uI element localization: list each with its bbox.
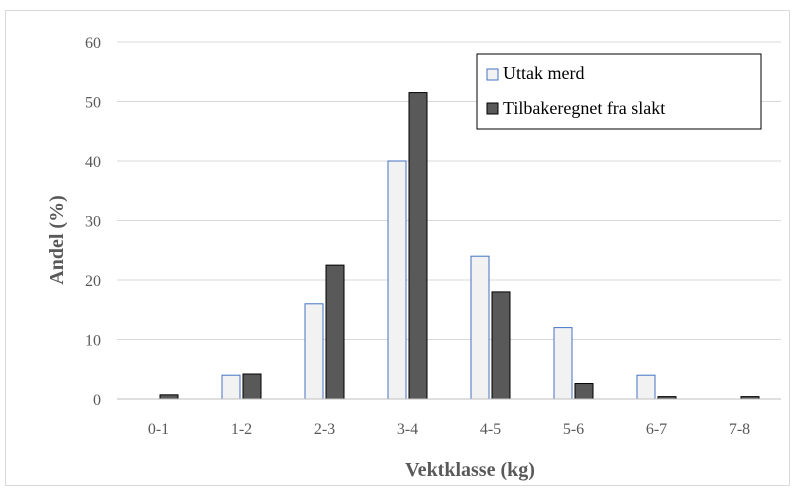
bar-tilbakeregnet-2-3 [326,265,344,399]
x-axis-title: Vektklasse (kg) [405,459,535,481]
y-tick-labels: 0 10 20 30 40 50 60 [85,35,101,409]
legend-swatch-tilbakeregnet [487,103,498,114]
y-tick-label: 40 [85,154,101,171]
bar-uttak-merd-1-2 [222,375,240,399]
bar-uttak-merd-5-6 [554,328,572,399]
bars [160,93,759,399]
bar-tilbakeregnet-0-1 [160,395,178,399]
bar-tilbakeregnet-5-6 [575,384,593,399]
legend-label-tilbakeregnet: Tilbakeregnet fra slakt [503,98,665,118]
x-category-label: 0-1 [148,421,169,438]
bar-uttak-merd-2-3 [305,304,323,399]
y-tick-label: 50 [85,95,101,112]
bar-uttak-merd-4-5 [471,256,489,399]
y-tick-label: 60 [85,35,101,52]
bar-tilbakeregnet-4-5 [492,292,510,399]
x-category-label: 2-3 [314,421,335,438]
bar-uttak-merd-6-7 [637,375,655,399]
x-category-label: 3-4 [397,421,418,438]
y-axis-title: Andel (%) [46,195,68,284]
x-category-label: 7-8 [729,421,750,438]
bar-chart: 0 10 20 30 40 50 60 0-1 1-2 2-3 3-4 4-5 5-6 6-7 7-8 A… [6,11,789,485]
bar-tilbakeregnet-3-4 [409,93,427,399]
legend-swatch-uttak-merd [487,69,498,80]
chart-frame: 0 10 20 30 40 50 60 0-1 1-2 2-3 3-4 4-5 5-6 6-7 7-8 A… [5,10,790,486]
y-tick-label: 10 [85,333,101,350]
legend-label-uttak-merd: Uttak merd [503,63,584,83]
bar-tilbakeregnet-1-2 [243,374,261,399]
x-category-label: 5-6 [563,421,584,438]
x-category-label: 1-2 [231,421,252,438]
x-category-label: 4-5 [480,421,501,438]
legend: Uttak merd Tilbakeregnet fra slakt [477,54,761,129]
x-category-labels: 0-1 1-2 2-3 3-4 4-5 5-6 6-7 7-8 [148,421,750,438]
x-category-label: 6-7 [646,421,667,438]
y-tick-label: 0 [93,392,101,409]
y-tick-label: 30 [85,214,101,231]
bar-uttak-merd-3-4 [388,161,406,399]
y-tick-label: 20 [85,273,101,290]
